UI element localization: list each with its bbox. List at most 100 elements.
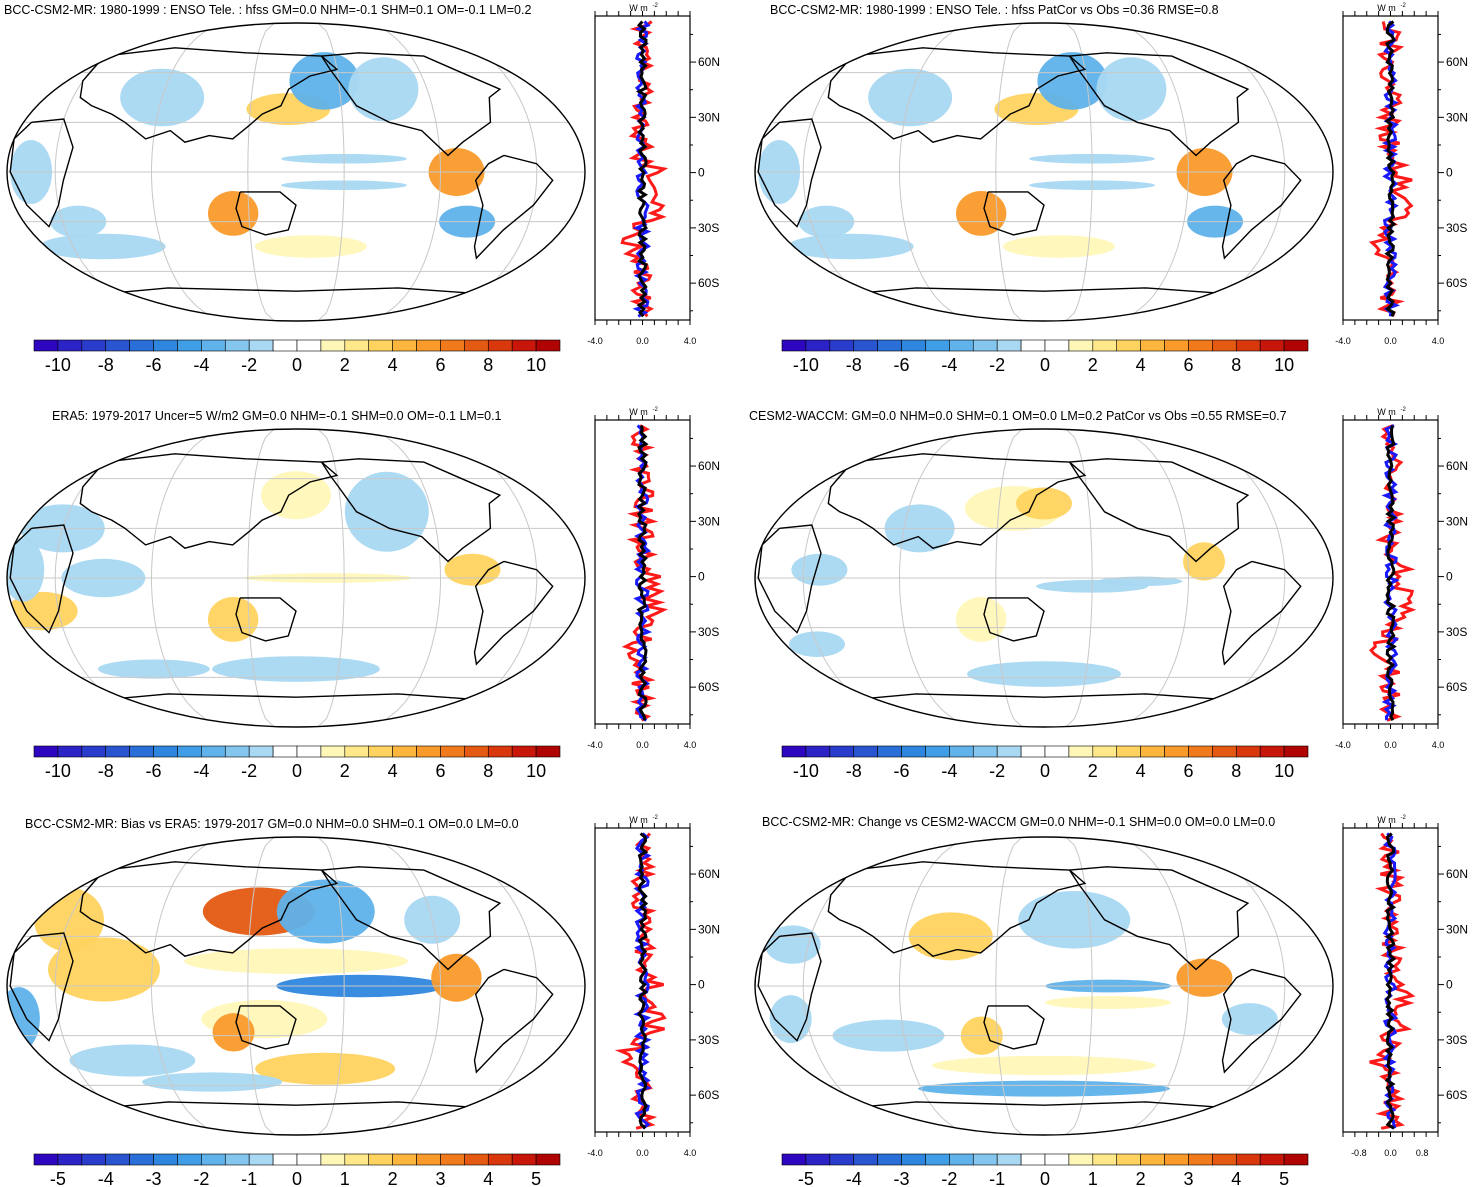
map-border xyxy=(754,428,1334,728)
colorbar-tick-label: -2 xyxy=(241,761,257,781)
colorbar-tick-label: 0 xyxy=(1040,761,1050,781)
colorbar-swatch xyxy=(853,339,878,352)
colorbar-tick-label: 10 xyxy=(526,355,546,375)
coastline xyxy=(757,118,822,228)
colorbar-swatch xyxy=(996,1153,1022,1166)
panel-title-2: BCC-CSM2-MR: 1980-1999 : ENSO Tele. : hf… xyxy=(770,3,1219,17)
colorbar-swatch xyxy=(829,1153,855,1166)
field-anomaly xyxy=(184,948,408,974)
profile-series-blue xyxy=(633,832,652,1130)
coastline xyxy=(826,1101,1262,1111)
field-anomaly xyxy=(207,190,259,236)
field-anomaly xyxy=(212,656,380,682)
colorbar-swatch xyxy=(1068,745,1094,758)
colorbar-swatch xyxy=(344,339,370,352)
colorbar-swatch xyxy=(224,1153,250,1166)
colorbar-swatch xyxy=(1259,745,1285,758)
colorbar-swatch xyxy=(487,339,513,352)
colorbar-swatch xyxy=(925,339,950,352)
colorbar-swatch xyxy=(320,745,346,758)
colorbar-swatch xyxy=(248,1153,274,1166)
coastline xyxy=(983,1005,1045,1050)
panel-title-6: BCC-CSM2-MR: Change vs CESM2-WACCM GM=0.… xyxy=(762,815,1276,829)
profile-y-tick-label: 30S xyxy=(1446,221,1467,235)
profile-y-tick-label: 30S xyxy=(698,221,719,235)
colorbar-tick-label: 8 xyxy=(1231,761,1241,781)
zonal-profile-1: W m -2 -4.0 0.0 4.0 60N 30N 0 30S 60S xyxy=(587,3,720,346)
graticule-meridian xyxy=(247,23,275,321)
colorbar-tick-label: -1 xyxy=(241,1169,257,1187)
coastline xyxy=(757,524,822,634)
profile-x-tick-label: 0.0 xyxy=(636,740,649,750)
profile-units-exponent: -2 xyxy=(653,3,659,9)
colorbar-tick-label: -5 xyxy=(50,1169,66,1187)
coastline xyxy=(1221,968,1302,1074)
graticule-meridian xyxy=(1152,429,1286,727)
coastline xyxy=(235,1005,297,1050)
colorbar-tick-label: 0 xyxy=(1040,355,1050,375)
graticule-meridian xyxy=(995,429,1023,727)
colorbar-tick-label: -2 xyxy=(989,761,1005,781)
colorbar-swatch xyxy=(1092,1153,1118,1166)
coastline xyxy=(757,932,822,1042)
map-border xyxy=(6,22,586,322)
map-field xyxy=(755,837,1333,1135)
coastline xyxy=(79,861,339,957)
colorbar-swatch xyxy=(33,339,59,352)
map-panel-3 xyxy=(6,428,586,728)
colorbar-swatch xyxy=(57,745,83,758)
colorbar-swatch xyxy=(1188,339,1213,352)
coastline xyxy=(1069,866,1250,971)
colorbar-swatch xyxy=(368,1153,393,1166)
colorbar-tick-label: 4 xyxy=(388,355,398,375)
profile-units-exponent: -2 xyxy=(1401,815,1407,821)
field-anomaly xyxy=(1037,52,1108,110)
profile-x-tick-label: 0.0 xyxy=(1384,740,1397,750)
profile-x-tick-label: -4.0 xyxy=(1335,740,1351,750)
colorbar-tick-label: 4 xyxy=(388,761,398,781)
field-anomaly xyxy=(1221,1003,1278,1036)
colorbar-swatch xyxy=(1212,339,1237,352)
graticule-meridian xyxy=(802,837,936,1135)
colorbar-swatch xyxy=(535,339,561,352)
colorbar-swatch xyxy=(487,745,513,758)
field-anomaly xyxy=(932,1055,1156,1076)
colorbar-swatch xyxy=(272,1153,298,1166)
field-anomaly xyxy=(255,1052,396,1085)
colorbar-swatch xyxy=(296,339,322,352)
colorbar-4: -10 -8 -6 -4 -2 0 2 4 6 8 10 xyxy=(781,745,1309,781)
colorbar-swatch xyxy=(1092,339,1118,352)
profile-y-tick-label: 60N xyxy=(698,867,720,881)
colorbar-swatch xyxy=(177,745,202,758)
colorbar-swatch xyxy=(392,745,417,758)
graticule-meridian xyxy=(802,429,936,727)
profile-units: W m xyxy=(1377,815,1396,825)
field-anomaly xyxy=(1002,235,1115,258)
field-anomaly xyxy=(918,1080,1170,1097)
colorbar-swatch xyxy=(1283,745,1309,758)
graticule-meridian xyxy=(898,429,980,727)
profile-y-tick-label: 60N xyxy=(1446,867,1468,881)
graticule-meridian xyxy=(802,23,936,321)
field-anomaly xyxy=(289,52,360,110)
colorbar-tick-label: 6 xyxy=(435,355,445,375)
colorbar-tick-label: 4 xyxy=(483,1169,493,1187)
colorbar-swatch xyxy=(344,745,370,758)
colorbar-tick-label: -3 xyxy=(894,1169,910,1187)
panel-title-5: BCC-CSM2-MR: Bias vs ERA5: 1979-2017 GM=… xyxy=(25,817,519,831)
coastline xyxy=(321,52,502,157)
colorbar-tick-label: 8 xyxy=(483,355,493,375)
colorbar-tick-label: 2 xyxy=(388,1169,398,1187)
colorbar-tick-label: 6 xyxy=(1183,761,1193,781)
colorbar-swatch xyxy=(33,745,59,758)
colorbar-swatch xyxy=(1116,339,1141,352)
colorbar-swatch xyxy=(464,745,489,758)
profile-x-tick-label: 0.8 xyxy=(1416,1148,1429,1158)
colorbar-swatch xyxy=(1164,1153,1189,1166)
colorbar-tick-label: 4 xyxy=(1136,761,1146,781)
colorbar-swatch xyxy=(1259,1153,1285,1166)
colorbar-swatch xyxy=(972,1153,998,1166)
colorbar-swatch xyxy=(81,1153,107,1166)
field-anomaly xyxy=(348,57,419,122)
colorbar-swatch xyxy=(901,745,926,758)
